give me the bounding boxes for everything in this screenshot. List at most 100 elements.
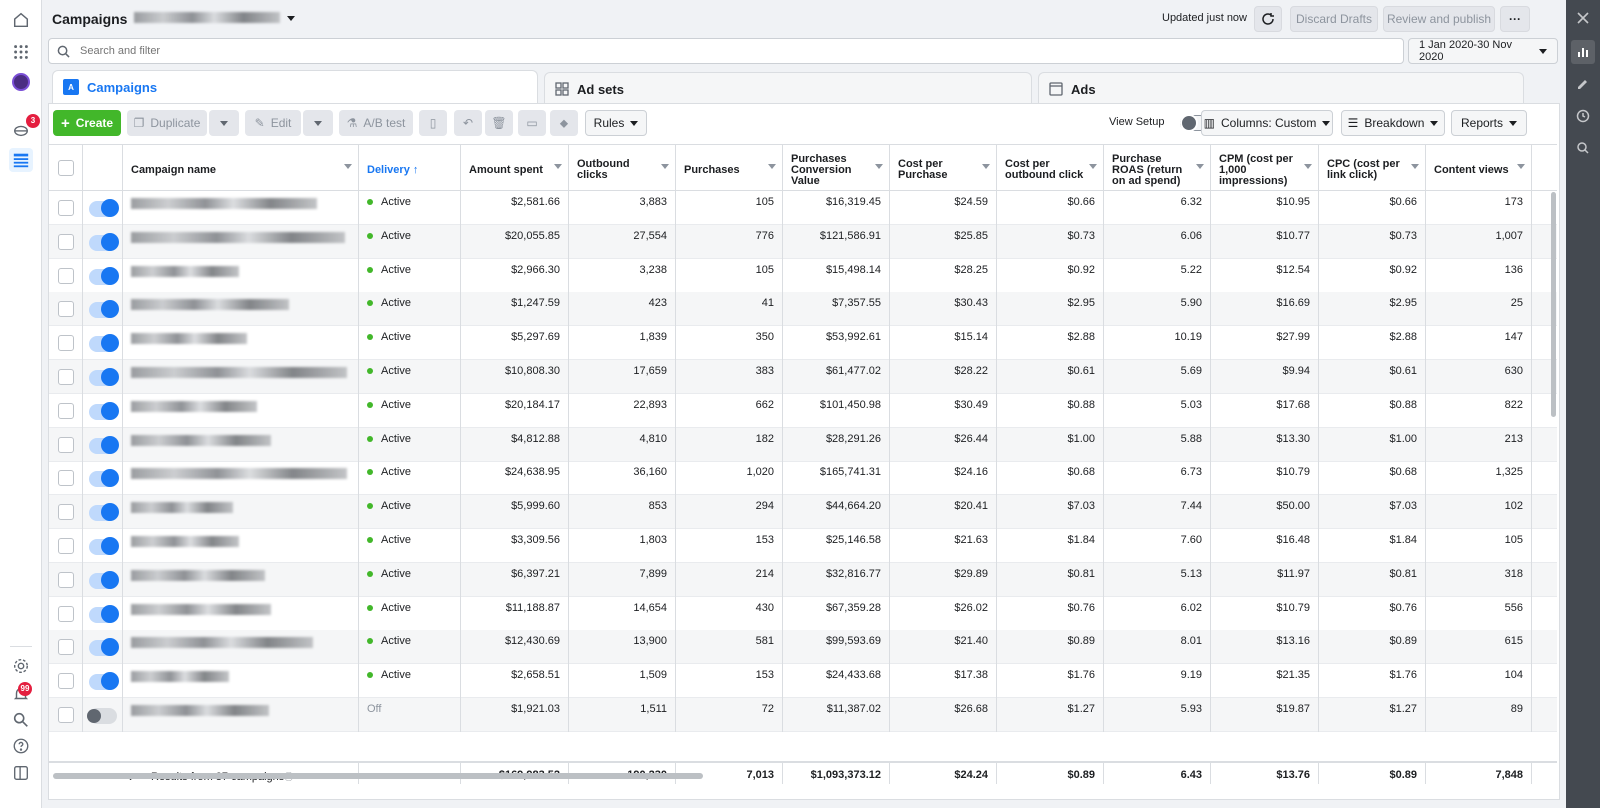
tag-button[interactable]: ⬥ — [550, 110, 578, 136]
campaign-name-cell[interactable] — [123, 393, 359, 428]
row-checkbox[interactable] — [57, 267, 74, 284]
account-chevron-down-icon[interactable] — [287, 16, 295, 21]
campaign-on-off-toggle[interactable] — [88, 570, 119, 589]
campaign-name-cell[interactable] — [123, 698, 359, 732]
search-icon[interactable] — [9, 708, 33, 732]
date-range-picker[interactable]: 1 Jan 2020-30 Nov 2020 — [1408, 38, 1558, 64]
column-header[interactable]: Purchases — [676, 145, 783, 190]
campaign-on-off-toggle[interactable] — [88, 638, 119, 657]
campaign-name-cell[interactable] — [123, 664, 359, 699]
panel-toggle-icon[interactable] — [9, 761, 33, 785]
duplicate-dropdown[interactable] — [209, 110, 239, 136]
close-icon[interactable] — [1571, 6, 1595, 30]
row-checkbox[interactable] — [57, 470, 74, 487]
tab-campaigns[interactable]: A Campaigns — [52, 70, 538, 103]
table-row[interactable]: Active $5,297.69 1,839 350 $53,992.61 $15.14 $… — [49, 326, 1557, 361]
help-icon[interactable] — [9, 734, 33, 758]
account-avatar[interactable] — [9, 70, 33, 94]
campaign-name-cell[interactable] — [123, 427, 359, 462]
campaign-name-cell[interactable] — [123, 529, 359, 563]
campaign-on-off-toggle[interactable] — [88, 469, 119, 488]
more-button[interactable]: ··· — [1500, 6, 1530, 32]
select-all-checkbox[interactable] — [57, 159, 74, 176]
table-row[interactable]: Active $20,055.85 27,554 776 $121,586.91 $25.… — [49, 224, 1557, 259]
apps-grid-icon[interactable] — [9, 40, 33, 64]
table-row[interactable]: Active $5,999.60 853 294 $44,664.20 $20.41 $7.… — [49, 495, 1557, 530]
row-checkbox[interactable] — [57, 707, 74, 723]
campaign-name-cell[interactable] — [123, 224, 359, 259]
campaign-on-off-toggle[interactable] — [88, 199, 119, 217]
campaign-name-redacted[interactable] — [131, 637, 313, 649]
campaign-on-off-toggle[interactable] — [88, 368, 119, 386]
campaign-on-off-toggle[interactable] — [88, 503, 119, 522]
column-header[interactable]: Delivery ↑ — [359, 145, 461, 190]
row-checkbox[interactable] — [57, 504, 74, 521]
account-name-redacted[interactable] — [134, 12, 280, 23]
pencil-icon[interactable] — [1571, 72, 1595, 96]
campaign-name-redacted[interactable] — [131, 502, 233, 514]
campaign-on-off-toggle[interactable] — [88, 232, 119, 251]
campaign-on-off-toggle[interactable] — [88, 266, 119, 285]
campaign-name-cell[interactable] — [123, 360, 359, 394]
vertical-scrollbar[interactable] — [1551, 192, 1556, 417]
row-checkbox[interactable] — [57, 402, 74, 419]
campaign-name-cell[interactable] — [123, 461, 359, 496]
campaign-name-cell[interactable] — [123, 596, 359, 631]
campaign-on-off-toggle[interactable] — [86, 708, 117, 724]
inspect-icon[interactable] — [1571, 136, 1595, 160]
campaign-on-off-toggle[interactable] — [88, 435, 119, 454]
campaign-name-redacted[interactable] — [131, 367, 347, 378]
table-row[interactable]: Active $24,638.95 36,160 1,020 $165,741.31 $2… — [49, 461, 1557, 496]
column-header[interactable]: CPM (cost per 1,000 impressions) — [1211, 145, 1319, 190]
row-checkbox[interactable] — [57, 301, 74, 318]
table-row[interactable]: Active $2,966.30 3,238 105 $15,498.14 $28.25 $… — [49, 258, 1557, 293]
campaign-name-redacted[interactable] — [131, 603, 271, 615]
home-icon[interactable] — [9, 8, 33, 32]
edit-button[interactable]: ✎ Edit — [245, 110, 301, 136]
campaign-on-off-toggle[interactable] — [88, 334, 119, 353]
create-button[interactable]: + Create — [53, 110, 121, 136]
column-header[interactable]: Cost per Purchase — [890, 145, 997, 190]
campaign-name-redacted[interactable] — [131, 299, 289, 311]
row-checkbox[interactable] — [57, 335, 74, 352]
row-checkbox[interactable] — [57, 436, 74, 453]
review-publish-button[interactable]: Review and publish — [1383, 6, 1495, 32]
table-row[interactable]: Active $2,581.66 3,883 105 $16,319.45 $24.59 $… — [49, 191, 1557, 225]
edit-dropdown[interactable] — [303, 110, 333, 136]
table-icon[interactable] — [9, 148, 33, 172]
row-checkbox[interactable] — [57, 639, 74, 656]
column-header[interactable]: Purchases Conversion Value — [783, 145, 890, 190]
campaign-name-cell[interactable] — [123, 326, 359, 361]
row-checkbox[interactable] — [57, 538, 74, 554]
campaign-name-redacted[interactable] — [131, 705, 269, 716]
campaign-on-off-toggle[interactable] — [88, 604, 119, 623]
row-checkbox[interactable] — [57, 605, 74, 622]
ab-test-button[interactable]: ⚗ A/B test — [339, 110, 413, 136]
duplicate-button[interactable]: ❐ Duplicate — [127, 110, 207, 136]
columns-button[interactable]: ▥ Columns: Custom — [1201, 110, 1333, 136]
campaign-name-cell[interactable] — [123, 292, 359, 327]
table-row[interactable]: Active $12,430.69 13,900 581 $99,593.69 $21.4… — [49, 630, 1557, 665]
column-header[interactable]: Content views — [1426, 145, 1532, 190]
campaign-name-cell[interactable] — [123, 495, 359, 530]
discard-drafts-button[interactable]: Discard Drafts — [1290, 6, 1378, 32]
row-checkbox[interactable] — [57, 673, 74, 690]
campaign-name-redacted[interactable] — [131, 231, 345, 243]
tab-ads[interactable]: Ads — [1038, 72, 1524, 105]
campaign-name-cell[interactable] — [123, 258, 359, 293]
column-header[interactable]: Outbound clicks — [569, 145, 676, 190]
campaign-name-redacted[interactable] — [131, 536, 239, 547]
campaign-name-redacted[interactable] — [131, 671, 229, 683]
settings-gear-icon[interactable] — [9, 654, 33, 678]
column-header[interactable]: Purchase ROAS (return on ad spend) — [1104, 145, 1211, 190]
refresh-button[interactable] — [1254, 6, 1282, 32]
horizontal-scrollbar[interactable] — [53, 773, 703, 779]
notifications-icon[interactable] — [9, 118, 33, 142]
table-row[interactable]: Active $20,184.17 22,893 662 $101,450.98 $30.… — [49, 393, 1557, 428]
column-header[interactable]: CPC (cost per link click) — [1319, 145, 1426, 190]
rules-button[interactable]: Rules — [585, 110, 647, 136]
table-row[interactable]: Active $4,812.88 4,810 182 $28,291.26 $26.44 $… — [49, 427, 1557, 462]
chart-icon[interactable] — [1571, 40, 1595, 64]
table-row[interactable]: Off $1,921.03 1,511 72 $11,387.02 $26.68 $1.27… — [49, 698, 1557, 732]
table-row[interactable]: Active $11,188.87 14,654 430 $67,359.28 $26.0… — [49, 596, 1557, 631]
